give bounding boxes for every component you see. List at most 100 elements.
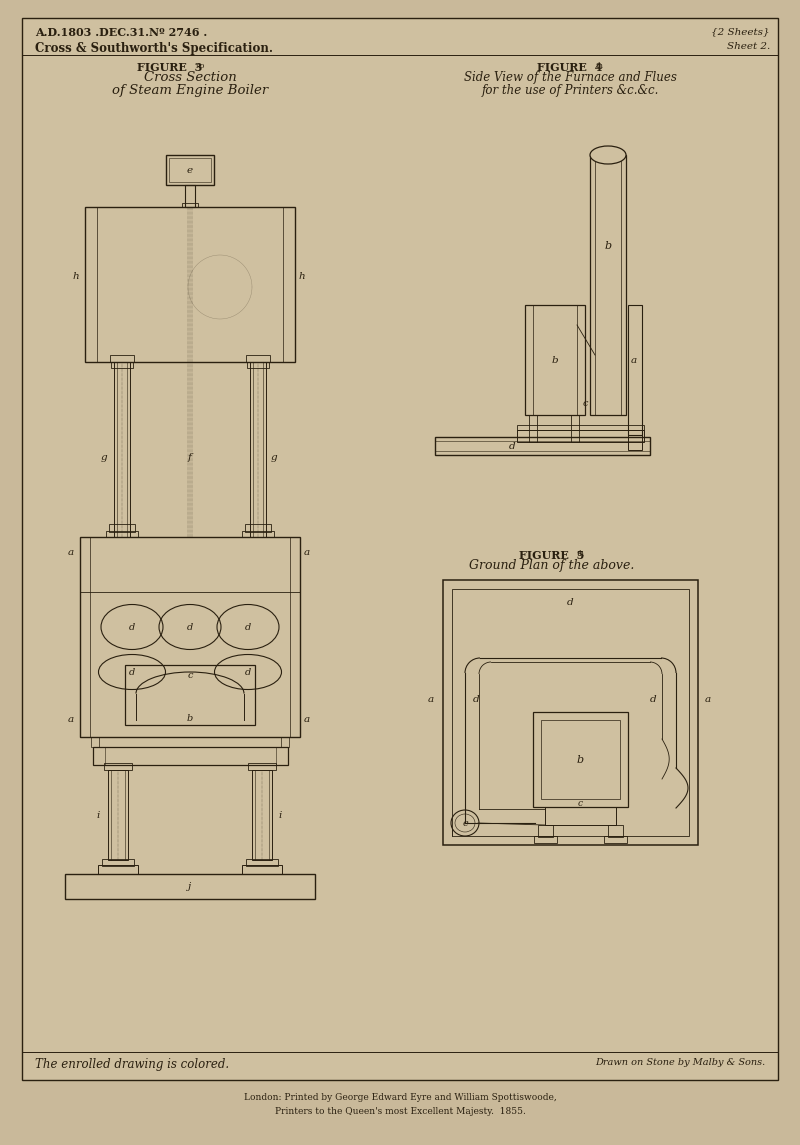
Text: Cross & Southworth's Specification.: Cross & Southworth's Specification. [35,42,273,55]
Bar [595,155,621,414]
Text: FIGURE  3: FIGURE 3 [138,62,202,73]
Bar [534,836,557,843]
Text: i: i [96,811,100,820]
Bar [106,531,138,537]
Text: d: d [245,668,251,677]
Bar [104,763,132,769]
Bar [169,158,211,182]
Bar [125,665,255,725]
Text: d: d [650,695,656,704]
Bar [242,531,274,537]
Bar [110,355,134,362]
Bar [166,155,214,185]
Bar [435,441,650,451]
Text: d: d [473,695,479,704]
Text: b: b [577,755,584,765]
Text: a: a [304,547,310,556]
Text: Cross Section: Cross Section [144,71,236,84]
Bar [80,537,300,737]
Bar [628,305,642,435]
Bar [108,769,128,860]
Text: b: b [605,240,611,251]
Text: FIGURE  5: FIGURE 5 [519,550,585,561]
Text: a: a [304,714,310,724]
Bar [628,435,642,450]
Text: e: e [187,166,193,174]
Bar [571,414,579,442]
Text: Sheet 2.: Sheet 2. [726,42,770,52]
Bar [102,859,134,866]
Text: g: g [270,452,278,461]
Bar [185,185,195,207]
Bar [250,362,266,537]
Bar [93,747,287,765]
Bar [545,807,616,826]
Text: d: d [129,623,135,632]
Text: {2 Sheets}: {2 Sheets} [711,27,770,35]
Bar [247,362,269,368]
Text: d: d [567,598,574,607]
Bar [246,859,278,866]
Text: Drawn on Stone by Malby & Sons.: Drawn on Stone by Malby & Sons. [594,1058,765,1067]
Bar [525,305,585,414]
Bar [97,207,283,362]
Text: a: a [428,695,434,704]
Text: d: d [129,668,135,677]
Text: b: b [187,713,193,722]
Bar [541,720,620,799]
Bar [245,524,271,532]
Text: h: h [73,273,79,282]
Text: h: h [298,273,306,282]
Text: The enrolled drawing is colored.: The enrolled drawing is colored. [35,1058,229,1071]
Text: Ground Plan of the above.: Ground Plan of the above. [470,559,634,571]
Ellipse shape [590,147,626,164]
Text: f: f [188,452,192,461]
Text: Side View of the Furnace and Flues: Side View of the Furnace and Flues [463,71,677,84]
Bar [182,203,198,207]
Text: a: a [705,695,711,704]
Bar [90,537,290,737]
Bar [85,207,295,362]
Bar [608,826,623,837]
Bar [517,425,644,431]
Text: c: c [578,798,583,807]
Bar [533,305,577,414]
Text: for the use of Printers &c.&c.: for the use of Printers &c.&c. [482,84,658,96]
Text: no: no [196,62,206,70]
Text: FIGURE  4: FIGURE 4 [538,62,602,73]
Text: d: d [245,623,251,632]
Text: c: c [187,671,193,679]
Bar [590,155,626,414]
Bar [443,581,698,845]
Bar [114,362,130,537]
Bar [533,712,628,807]
Bar [538,826,553,837]
Bar [246,355,270,362]
Text: a: a [68,547,74,556]
Text: th: th [596,62,604,70]
Bar [242,864,282,874]
Bar [252,769,272,860]
Bar [604,836,627,843]
Bar [111,362,133,368]
Text: a: a [631,355,637,364]
Bar [91,737,99,747]
Bar [517,431,644,442]
Bar [105,747,275,765]
Text: Printers to the Queen's most Excellent Majesty.  1855.: Printers to the Queen's most Excellent M… [274,1107,526,1116]
Bar [452,589,689,836]
Text: b: b [552,355,558,364]
Text: i: i [278,811,282,820]
Text: d: d [509,442,516,450]
Text: e: e [462,819,468,828]
Bar [281,737,289,747]
Bar [65,874,315,899]
Bar [109,524,135,532]
Text: a: a [68,714,74,724]
Bar [248,763,276,769]
Text: London: Printed by George Edward Eyre and William Spottiswoode,: London: Printed by George Edward Eyre an… [244,1093,556,1101]
Text: j: j [188,882,192,891]
Text: d: d [187,623,193,632]
Bar [435,437,650,455]
Text: c: c [582,398,588,408]
